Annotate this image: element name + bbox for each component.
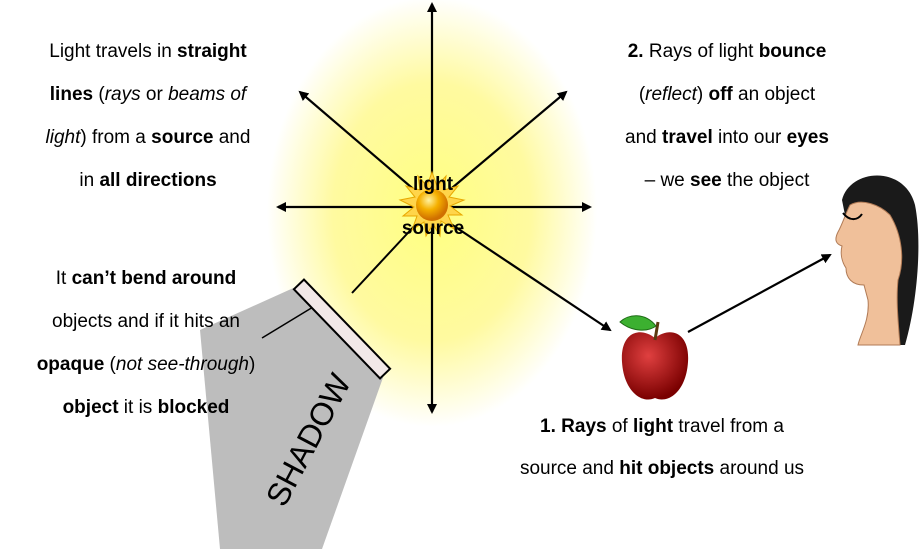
sun-label: source [402,218,464,239]
text-run: hit objects [619,458,714,479]
text-run: all directions [99,170,216,191]
text-run: 1. Rays [540,416,607,437]
text-line: source and hit objects around us [520,458,804,479]
text-run: blocked [158,397,230,418]
apple [620,316,688,400]
text-line: It can’t bend around [56,268,237,289]
text-run: source and [520,458,619,479]
text-run: it is [119,397,158,418]
text-run: – we [645,170,690,191]
text-run: and [625,127,662,148]
text-run: off [709,84,734,105]
text-run: around us [714,458,804,479]
text-run: eyes [787,127,829,148]
text-run: It [56,268,72,289]
text-line: in all directions [79,170,216,191]
text-run: the object [722,170,810,191]
sun-label: light [413,174,454,195]
text-run: lines [50,84,93,105]
text-line: – we see the object [645,170,811,191]
text-run: object [63,397,120,418]
text-run: ) [249,354,255,375]
text-line: 1. Rays of light travel from a [540,416,784,437]
text-run: and [213,127,250,148]
text-run: Rays of light [644,41,759,62]
text-line: object it is blocked [63,397,230,418]
text-line: objects and if it hits an [52,311,240,332]
text-run: 2. [628,41,644,62]
text-run: source [151,127,213,148]
text-run: ( [104,354,116,375]
text-run: opaque [37,354,105,375]
text-run: Light travels in [49,41,177,62]
text-run: light [633,416,674,437]
text-run: in [79,170,99,191]
text-run: straight [177,41,247,62]
page: light source SHADOW Light travels in str… [0,0,922,549]
text-line: 2. Rays of light bounce [628,41,827,62]
text-run: can’t bend around [72,268,237,289]
text-run: ( [93,84,105,105]
text-run: beams of [168,84,248,105]
text-run: travel from a [673,416,784,437]
text-run: an object [733,84,816,105]
text-run: rays [105,84,141,105]
text-run: objects and if it hits an [52,311,240,332]
text-line: lines (rays or beams of [50,84,248,105]
text-run: not see-through [116,354,249,375]
text-line: opaque (not see-through) [37,354,256,375]
person [836,175,918,345]
diagram: light source SHADOW Light travels in str… [0,0,922,549]
text-run: ) from a [80,127,151,148]
text-line: Light travels in straight [49,41,247,62]
text-line: (reflect) off an object [639,84,816,105]
text-run: ) [697,84,709,105]
text-run: travel [662,127,713,148]
text-run: of [607,416,633,437]
text-line: light) from a source and [46,127,251,148]
text-run: see [690,170,722,191]
text-run: into our [713,127,787,148]
text-run: or [141,84,168,105]
text-run: reflect [645,84,697,105]
text-run: bounce [759,41,827,62]
text-run: light [46,127,82,148]
text-line: and travel into our eyes [625,127,829,148]
